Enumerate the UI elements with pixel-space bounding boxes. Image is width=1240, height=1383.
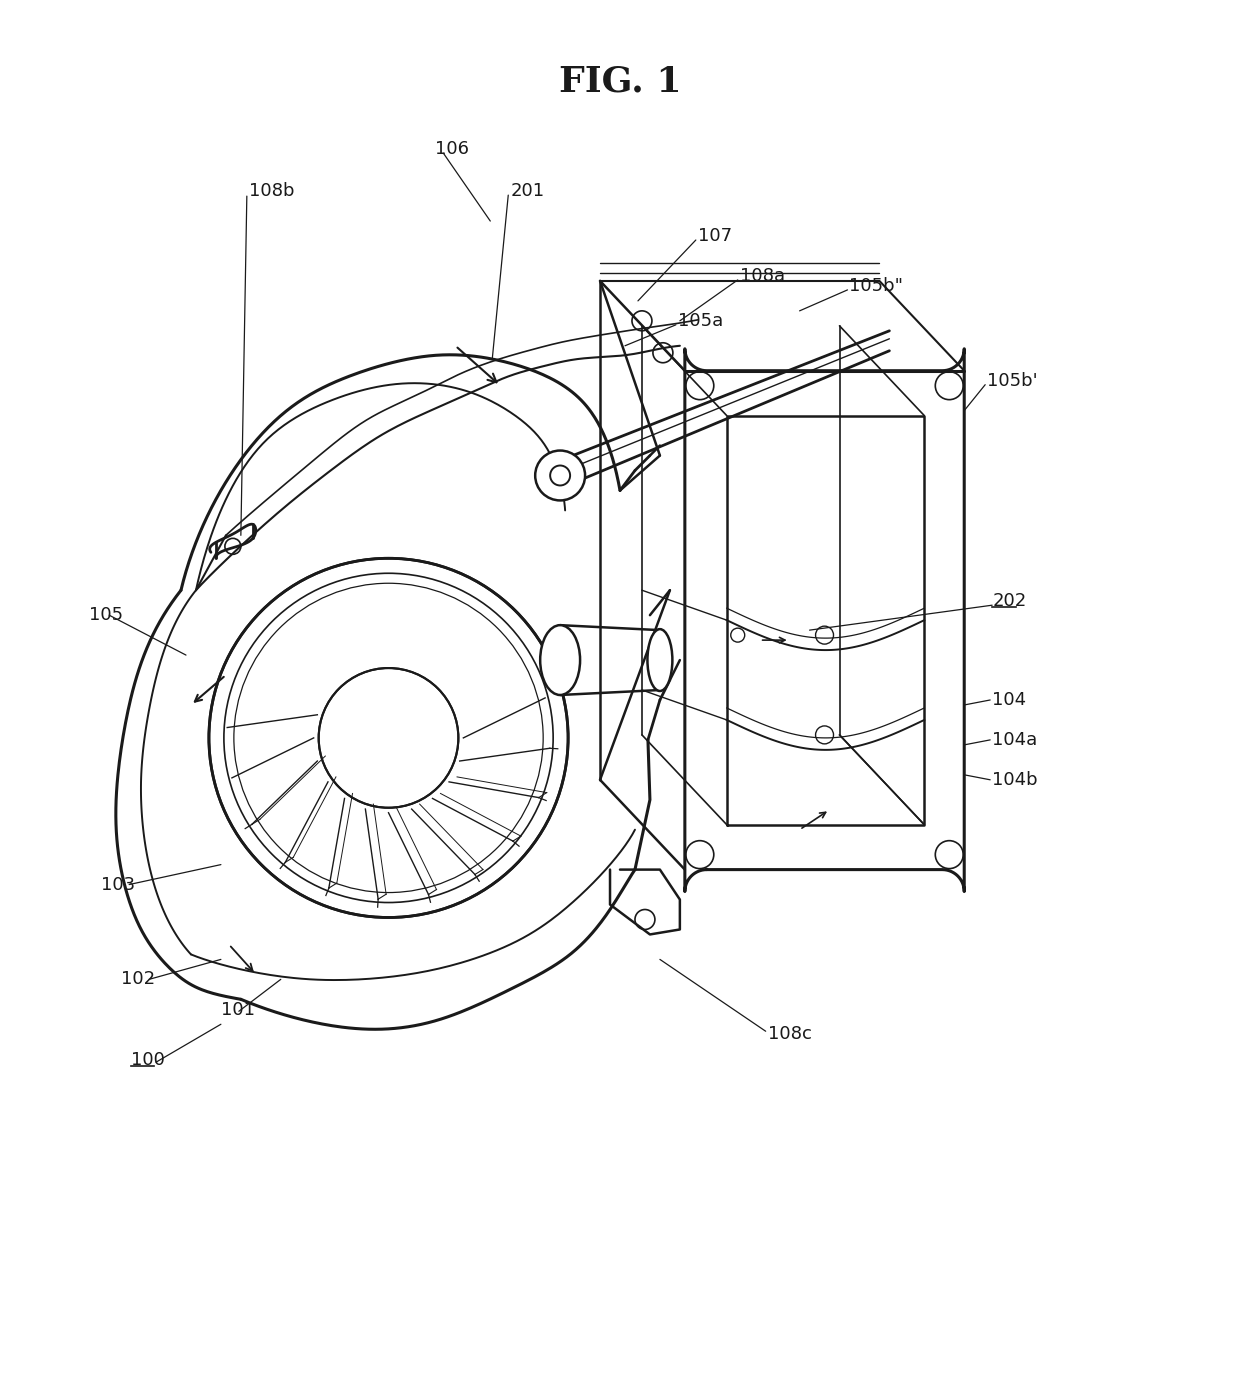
Text: 104a: 104a — [992, 730, 1038, 748]
Text: 100: 100 — [131, 1051, 165, 1069]
Text: 103: 103 — [102, 875, 135, 893]
Text: 101: 101 — [221, 1001, 255, 1019]
Text: 108a: 108a — [740, 267, 785, 285]
Text: 108b: 108b — [249, 183, 294, 201]
Ellipse shape — [647, 629, 672, 692]
Text: 104: 104 — [992, 692, 1027, 709]
Circle shape — [536, 451, 585, 501]
Ellipse shape — [541, 625, 580, 696]
Circle shape — [208, 559, 568, 917]
Text: 105b": 105b" — [849, 277, 904, 295]
Text: 202: 202 — [992, 592, 1027, 610]
Text: 104b: 104b — [992, 770, 1038, 788]
Circle shape — [319, 668, 459, 808]
Text: 105a: 105a — [678, 311, 723, 329]
Text: 105: 105 — [89, 606, 123, 624]
Text: 108c: 108c — [768, 1025, 811, 1043]
Text: 107: 107 — [698, 227, 732, 245]
Text: FIG. 1: FIG. 1 — [559, 65, 681, 98]
Text: 105b': 105b' — [987, 372, 1038, 390]
Text: 102: 102 — [122, 971, 155, 989]
Text: 106: 106 — [435, 140, 470, 158]
Text: 201: 201 — [510, 183, 544, 201]
